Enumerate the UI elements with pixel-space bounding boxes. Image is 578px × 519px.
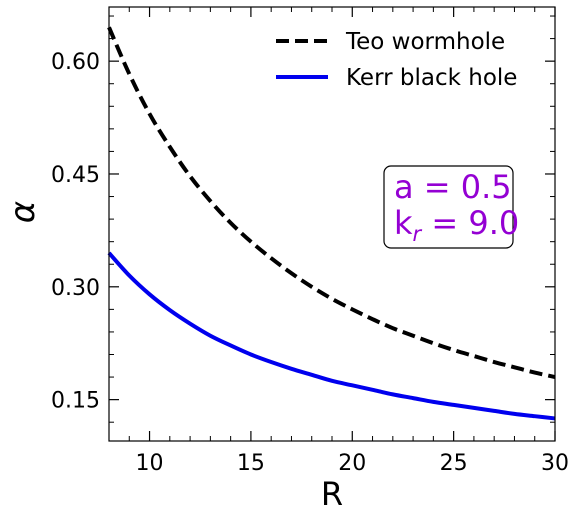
y-tick-label: 0.15 — [51, 389, 100, 414]
x-tick-label: 30 — [541, 451, 569, 476]
y-tick-label: 0.60 — [51, 50, 100, 75]
x-tick-label: 10 — [136, 451, 164, 476]
x-tick-label: 20 — [338, 451, 366, 476]
x-tick-label: 15 — [237, 451, 265, 476]
kr-subscript: r — [413, 222, 423, 246]
annotation-line-a: a = 0.5 — [394, 168, 512, 206]
minor-ticks — [108, 7, 555, 441]
y-tick-label: 0.45 — [51, 163, 100, 188]
y-tick-labels: 0.15 0.30 0.45 0.60 — [51, 50, 100, 413]
y-axis-label: α — [3, 201, 43, 223]
plot-frame — [108, 6, 556, 442]
series-line-kerr-black-hole — [107, 251, 556, 421]
kr-value: = 9.0 — [421, 204, 519, 242]
major-ticks — [109, 7, 556, 441]
annotation-box — [383, 165, 514, 249]
y-tick-label: 0.30 — [51, 276, 100, 301]
legend-label-kerr-black-hole: Kerr black hole — [346, 65, 517, 91]
series-lines — [107, 26, 556, 421]
kr-base: k — [394, 204, 413, 242]
x-axis-label: R — [321, 475, 343, 513]
x-tick-label: 25 — [440, 451, 468, 476]
series-line-teo-wormhole — [107, 26, 556, 380]
legend: Teo wormhole Kerr black hole — [276, 29, 517, 91]
annotation-line-kr: kr = 9.0 — [394, 204, 519, 246]
parameter-annotation: a = 0.5 kr = 9.0 — [383, 165, 519, 249]
x-tick-labels: 10 15 20 25 30 — [136, 451, 569, 476]
legend-label-teo-wormhole: Teo wormhole — [345, 29, 505, 55]
